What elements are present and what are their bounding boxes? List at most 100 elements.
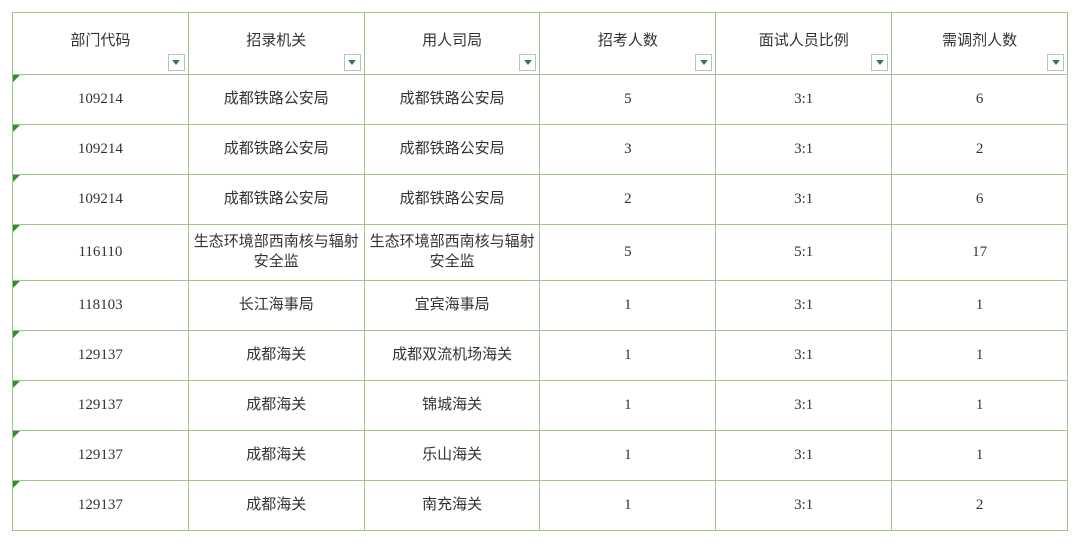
col-header-employer: 用人司局 [364, 13, 540, 75]
cell-value: 116110 [78, 244, 122, 260]
chevron-down-icon [524, 60, 532, 65]
cell-employer: 宜宾海事局 [364, 281, 540, 331]
cell-value: 成都双流机场海关 [392, 347, 512, 363]
filter-button[interactable] [168, 54, 185, 71]
cell-recruit_count: 1 [540, 481, 716, 531]
header-row: 部门代码 招录机关 用人司局 招考人数 面试人员比例 需调剂人数 [13, 13, 1068, 75]
header-label: 面试人员比例 [759, 33, 849, 49]
cell-value: 5:1 [794, 244, 813, 260]
cell-value: 1 [624, 397, 632, 413]
cell-value: 5 [624, 244, 632, 260]
table-row: 118103长江海事局宜宾海事局13:11 [13, 281, 1068, 331]
cell-employer: 乐山海关 [364, 431, 540, 481]
cell-value: 成都铁路公安局 [224, 191, 329, 207]
table-row: 109214成都铁路公安局成都铁路公安局33:12 [13, 125, 1068, 175]
cell-agency: 生态环境部西南核与辐射安全监 [188, 225, 364, 281]
cell-agency: 成都铁路公安局 [188, 75, 364, 125]
filter-button[interactable] [344, 54, 361, 71]
row-marker-icon [13, 175, 20, 182]
cell-agency: 成都海关 [188, 481, 364, 531]
cell-interview_ratio: 3:1 [716, 331, 892, 381]
cell-employer: 成都铁路公安局 [364, 75, 540, 125]
table-row: 109214 成都铁路公安局 成都铁路公安局 2 3:1 6 [13, 175, 1068, 225]
cell-adjust_count: 2 [892, 125, 1068, 175]
cell-value: 成都海关 [246, 447, 306, 463]
cell-dept_code: 129137 [13, 431, 189, 481]
cell-value: 1 [976, 297, 984, 313]
cell-employer: 生态环境部西南核与辐射安全监 [364, 225, 540, 281]
table-row: 129137 成都海关 乐山海关 1 3:1 1 [13, 431, 1068, 481]
cell-value: 1 [976, 347, 984, 363]
filter-button[interactable] [695, 54, 712, 71]
cell-dept_code: 109214 [13, 175, 189, 225]
cell-value: 109214 [78, 91, 123, 107]
cell-interview_ratio: 5:1 [716, 225, 892, 281]
header-label: 需调剂人数 [942, 33, 1017, 49]
row-marker-icon [13, 481, 20, 488]
table-row: 116110 生态环境部西南核与辐射安全监生态环境部西南核与辐射安全监 5 5:1 17 [13, 225, 1068, 281]
table-row: 129137 成都海关 南充海关 13:12 [13, 481, 1068, 531]
row-marker-icon [13, 225, 20, 232]
header-label: 招考人数 [598, 33, 658, 49]
cell-dept_code: 109214 [13, 75, 189, 125]
cell-employer: 成都双流机场海关 [364, 331, 540, 381]
cell-agency: 成都铁路公安局 [188, 175, 364, 225]
cell-value: 3:1 [794, 191, 813, 207]
cell-interview_ratio: 3:1 [716, 481, 892, 531]
cell-value: 129137 [78, 497, 123, 513]
cell-value: 成都海关 [246, 397, 306, 413]
cell-dept_code: 118103 [13, 281, 189, 331]
cell-agency: 成都海关 [188, 381, 364, 431]
cell-dept_code: 116110 [13, 225, 189, 281]
cell-value: 5 [624, 91, 632, 107]
cell-recruit_count: 1 [540, 431, 716, 481]
chevron-down-icon [1052, 60, 1060, 65]
filter-button[interactable] [1047, 54, 1064, 71]
row-marker-icon [13, 431, 20, 438]
cell-value: 2 [624, 191, 632, 207]
cell-dept_code: 129137 [13, 331, 189, 381]
cell-interview_ratio: 3:1 [716, 431, 892, 481]
data-table: 部门代码 招录机关 用人司局 招考人数 面试人员比例 需调剂人数 109214 成都铁路公安… [12, 12, 1068, 531]
cell-value: 1 [976, 447, 984, 463]
cell-dept_code: 109214 [13, 125, 189, 175]
header-label: 用人司局 [422, 33, 482, 49]
filter-button[interactable] [519, 54, 536, 71]
cell-value: 129137 [78, 397, 123, 413]
cell-adjust_count: 6 [892, 175, 1068, 225]
cell-value: 南充海关 [422, 497, 482, 513]
row-marker-icon [13, 381, 20, 388]
cell-interview_ratio: 3:1 [716, 281, 892, 331]
cell-recruit_count: 3 [540, 125, 716, 175]
cell-value: 1 [624, 447, 632, 463]
cell-agency: 长江海事局 [188, 281, 364, 331]
header-label: 招录机关 [246, 33, 306, 49]
cell-interview_ratio: 3:1 [716, 75, 892, 125]
cell-dept_code: 129137 [13, 381, 189, 431]
table-row: 129137成都海关成都双流机场海关13:11 [13, 331, 1068, 381]
cell-employer: 成都铁路公安局 [364, 175, 540, 225]
cell-value: 129137 [78, 347, 123, 363]
cell-value: 17 [972, 244, 987, 260]
filter-button[interactable] [871, 54, 888, 71]
row-marker-icon [13, 125, 20, 132]
cell-adjust_count: 1 [892, 431, 1068, 481]
cell-adjust_count: 1 [892, 381, 1068, 431]
cell-adjust_count: 2 [892, 481, 1068, 531]
cell-value: 成都铁路公安局 [224, 91, 329, 107]
cell-value: 成都海关 [246, 347, 306, 363]
cell-recruit_count: 2 [540, 175, 716, 225]
row-marker-icon [13, 331, 20, 338]
cell-value: 锦城海关 [422, 397, 482, 413]
cell-value: 成都海关 [246, 497, 306, 513]
cell-value: 3:1 [794, 397, 813, 413]
cell-value: 2 [976, 141, 984, 157]
cell-value: 宜宾海事局 [415, 297, 490, 313]
cell-value: 3:1 [794, 347, 813, 363]
cell-value: 成都铁路公安局 [224, 141, 329, 157]
cell-adjust_count: 1 [892, 331, 1068, 381]
chevron-down-icon [876, 60, 884, 65]
header-label: 部门代码 [70, 33, 130, 49]
cell-recruit_count: 5 [540, 225, 716, 281]
cell-employer: 南充海关 [364, 481, 540, 531]
